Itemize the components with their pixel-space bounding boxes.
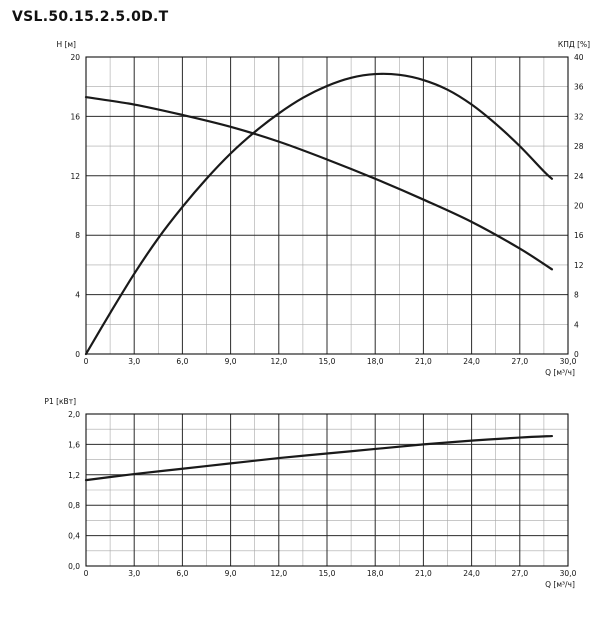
- y-tick-label: 0,8: [68, 501, 80, 510]
- efficiency-curve: [84, 72, 554, 356]
- x-axis-label: Q [м³/ч]: [545, 580, 575, 589]
- x-tick-label: 30,0: [560, 357, 577, 366]
- x-tick-label: 6,0: [176, 569, 188, 578]
- x-tick-label: 21,0: [415, 569, 432, 578]
- plot-frame: [85, 413, 569, 567]
- x-tick-label: 12,0: [270, 569, 287, 578]
- x-tick-label: 18,0: [367, 569, 384, 578]
- y-tick-label: 0,4: [68, 532, 80, 541]
- x-axis-label: Q [м³/ч]: [545, 368, 575, 377]
- y-axis-label: H [м]: [56, 40, 76, 49]
- y-tick-label: 12: [70, 172, 80, 181]
- y-tick-label: 8: [75, 231, 80, 240]
- y-tick-label: 1,6: [68, 440, 80, 449]
- y2-tick-label: 20: [574, 202, 584, 211]
- x-tick-label: 27,0: [511, 569, 528, 578]
- plot-frame: [85, 56, 569, 355]
- x-tick-label: 3,0: [128, 357, 140, 366]
- x-tick-label: 6,0: [176, 357, 188, 366]
- y2-tick-label: 24: [574, 172, 584, 181]
- x-tick-label: 15,0: [319, 569, 336, 578]
- x-tick-label: 0: [84, 357, 89, 366]
- chart-title: VSL.50.15.2.5.0D.T: [12, 9, 169, 25]
- x-tick-label: 24,0: [463, 569, 480, 578]
- x-tick-label: 18,0: [367, 357, 384, 366]
- y2-tick-label: 28: [574, 142, 584, 151]
- y2-tick-label: 32: [574, 112, 584, 121]
- y2-tick-label: 8: [574, 291, 579, 300]
- x-tick-label: 9,0: [225, 569, 237, 578]
- y-tick-label: 16: [70, 112, 80, 121]
- y2-tick-label: 16: [574, 231, 584, 240]
- x-tick-label: 15,0: [319, 357, 336, 366]
- x-tick-label: 3,0: [128, 569, 140, 578]
- y-tick-label: 2,0: [68, 410, 80, 419]
- y-tick-label: 4: [75, 291, 80, 300]
- y-tick-label: 1,2: [68, 471, 80, 480]
- head-curve: [84, 96, 554, 271]
- y-tick-label: 20: [70, 53, 80, 62]
- x-tick-label: 9,0: [225, 357, 237, 366]
- y2-tick-label: 12: [574, 261, 584, 270]
- y-tick-label: 0,0: [68, 562, 80, 571]
- x-tick-label: 24,0: [463, 357, 480, 366]
- x-tick-label: 21,0: [415, 357, 432, 366]
- y2-tick-label: 4: [574, 320, 579, 329]
- y2-axis-label: КПД [%]: [558, 40, 590, 49]
- power-curve: [84, 434, 554, 482]
- x-tick-label: 27,0: [511, 357, 528, 366]
- x-tick-label: 30,0: [560, 569, 577, 578]
- y2-tick-label: 40: [574, 53, 584, 62]
- y2-tick-label: 0: [574, 350, 579, 359]
- y-axis-label: P1 [кВт]: [44, 397, 76, 406]
- y2-tick-label: 36: [574, 83, 584, 92]
- x-tick-label: 12,0: [270, 357, 287, 366]
- y-tick-label: 0: [75, 350, 80, 359]
- x-tick-label: 0: [84, 569, 89, 578]
